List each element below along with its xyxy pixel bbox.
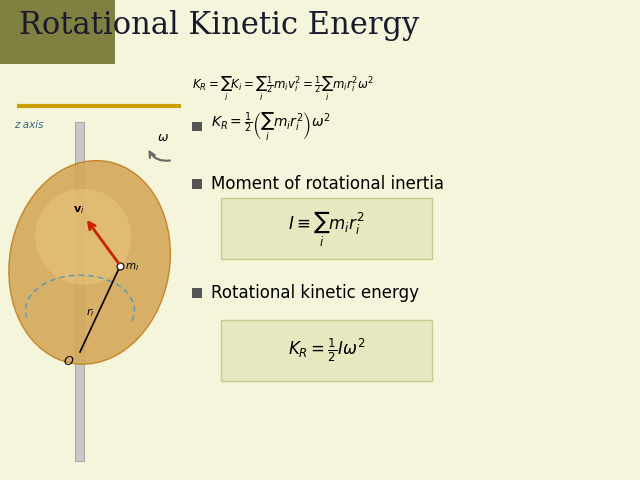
Text: $K_R = \sum_i K_i = \sum_i \frac{1}{2} m_i v_i^2 = \frac{1}{2} \sum_i m_i r_i^2 : $K_R = \sum_i K_i = \sum_i \frac{1}{2} m… bbox=[192, 75, 374, 104]
Text: $I \equiv \sum_i m_i r_i^2$: $I \equiv \sum_i m_i r_i^2$ bbox=[288, 209, 365, 249]
Text: $\omega$: $\omega$ bbox=[157, 131, 169, 144]
Text: $K_R = \frac{1}{2} I\omega^2$: $K_R = \frac{1}{2} I\omega^2$ bbox=[288, 337, 365, 364]
Bar bbox=[192, 179, 202, 189]
Text: Rotational Kinetic Energy: Rotational Kinetic Energy bbox=[19, 10, 419, 41]
Text: $O$: $O$ bbox=[63, 355, 74, 368]
Bar bbox=[192, 121, 202, 131]
Text: Rotational kinetic energy: Rotational kinetic energy bbox=[211, 284, 419, 302]
Text: Moment of rotational inertia: Moment of rotational inertia bbox=[211, 175, 444, 193]
FancyBboxPatch shape bbox=[221, 320, 432, 381]
Text: $\mathbf{v}_i$: $\mathbf{v}_i$ bbox=[73, 204, 84, 216]
Bar bbox=[75, 121, 84, 461]
Ellipse shape bbox=[35, 189, 131, 285]
Text: $m_i$: $m_i$ bbox=[125, 261, 140, 273]
Bar bbox=[192, 288, 202, 298]
Text: z axis: z axis bbox=[14, 120, 44, 130]
Ellipse shape bbox=[9, 161, 170, 364]
Text: $r_i$: $r_i$ bbox=[86, 306, 95, 319]
Text: $K_R = \frac{1}{2}\left(\sum_i m_i r_i^2\right)\omega^2$: $K_R = \frac{1}{2}\left(\sum_i m_i r_i^2… bbox=[211, 110, 331, 144]
FancyBboxPatch shape bbox=[221, 198, 432, 259]
FancyBboxPatch shape bbox=[0, 0, 115, 64]
